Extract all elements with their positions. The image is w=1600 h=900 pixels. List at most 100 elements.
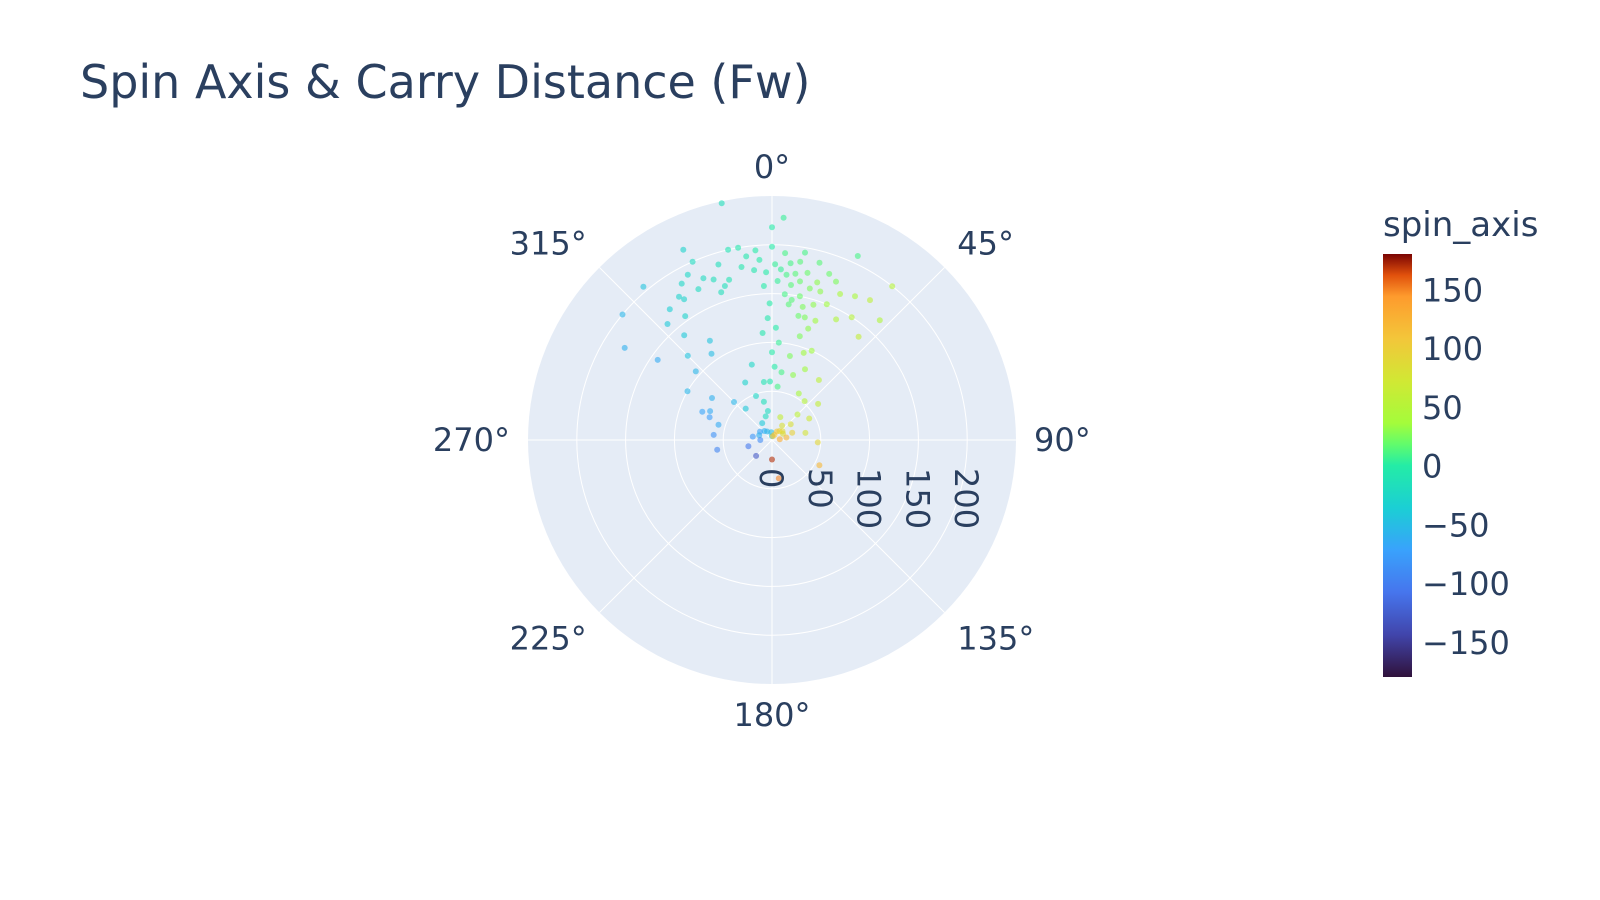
scatter-point	[684, 352, 691, 359]
scatter-point	[757, 437, 764, 443]
scatter-point	[749, 433, 756, 440]
colorbar-tick-label: 50	[1422, 389, 1463, 427]
scatter-point	[812, 317, 819, 324]
scatter-point	[817, 288, 824, 295]
radial-tick-label: 0	[752, 468, 790, 488]
scatter-point	[681, 296, 688, 303]
scatter-point	[769, 224, 775, 231]
scatter-point	[752, 247, 759, 254]
scatter-point	[738, 264, 745, 270]
scatter-point	[814, 279, 821, 286]
scatter-point	[692, 368, 699, 375]
scatter-point	[764, 315, 771, 322]
scatter-point	[710, 431, 717, 438]
scatter-point	[706, 337, 713, 344]
scatter-point	[787, 260, 794, 267]
scatter-point	[753, 452, 760, 459]
angular-tick-label: 270°	[433, 421, 510, 459]
scatter-point	[680, 246, 687, 253]
scatter-point	[742, 405, 749, 412]
radial-tick-labels: 0 50 100 150 200	[752, 468, 985, 529]
angular-tick-labels: 0° 45° 90° 135° 180° 225° 270° 315°	[433, 148, 1091, 734]
scatter-point	[801, 314, 808, 321]
scatter-point	[763, 269, 770, 276]
scatter-point	[767, 378, 773, 385]
colorbar-tick-label: 150	[1422, 271, 1483, 309]
angular-tick-label: 315°	[510, 225, 587, 263]
scatter-point	[700, 275, 707, 282]
scatter-point	[666, 306, 673, 313]
scatter-point	[782, 250, 789, 257]
scatter-point	[804, 269, 811, 276]
scatter-point	[640, 283, 647, 290]
scatter-point	[771, 363, 778, 370]
scatter-point	[867, 297, 873, 304]
scatter-point	[774, 278, 781, 284]
scatter-point	[806, 415, 813, 422]
angular-gridline	[771, 439, 945, 613]
colorbar-tick-label: 0	[1422, 448, 1442, 486]
scatter-point	[714, 446, 721, 453]
scatter-point	[759, 330, 766, 336]
scatter-point	[742, 379, 749, 386]
angular-tick-label: 225°	[510, 619, 587, 657]
scatter-point	[815, 400, 822, 407]
scatter-point	[772, 324, 779, 331]
scatter-point	[769, 456, 775, 463]
scatter-point	[810, 301, 817, 308]
colorbar-title: spin_axis	[1383, 205, 1538, 245]
scatter-point	[715, 421, 722, 428]
scatter-point	[785, 301, 792, 308]
scatter-point	[725, 246, 732, 253]
scatter-point	[783, 271, 790, 278]
scatter-point	[762, 413, 769, 420]
scatter-point	[676, 293, 682, 300]
scatter-point	[718, 289, 725, 296]
scatter-point	[654, 356, 661, 363]
angular-gridline	[771, 267, 945, 441]
scatter-point	[783, 434, 790, 441]
scatter-point	[800, 349, 807, 356]
colorbar-tick-labels: 150 100 50 0 −50 −100 −150	[1422, 271, 1510, 662]
scatter-point	[797, 258, 804, 265]
scatter-point	[823, 301, 830, 308]
scatter-point	[792, 270, 799, 277]
scatter-point	[805, 325, 812, 332]
scatter-point	[826, 270, 833, 277]
scatter-point	[781, 291, 788, 298]
scatter-point	[786, 353, 793, 359]
scatter-point	[802, 249, 808, 256]
colorbar-tick-label: −50	[1422, 506, 1490, 544]
scatter-point	[799, 303, 806, 310]
scatter-point	[764, 408, 771, 414]
scatter-point	[801, 398, 808, 405]
scatter-point	[790, 372, 797, 378]
scatter-point	[709, 395, 715, 401]
scatter-points	[619, 200, 896, 482]
scatter-point	[777, 266, 784, 273]
scatter-point	[707, 408, 714, 415]
chart-title: Spin Axis & Carry Distance (Fw)	[80, 55, 810, 109]
scatter-point	[777, 414, 784, 421]
radial-tick-label: 100	[850, 468, 888, 529]
scatter-point	[816, 259, 823, 266]
scatter-point	[889, 283, 896, 290]
scatter-point	[802, 429, 809, 436]
scatter-point	[721, 283, 728, 289]
scatter-point	[756, 432, 763, 439]
scatter-point	[678, 280, 685, 287]
scatter-point	[726, 276, 733, 283]
scatter-point	[788, 296, 795, 303]
scatter-point	[699, 408, 706, 415]
angular-tick-label: 45°	[957, 225, 1014, 263]
scatter-point	[619, 311, 626, 318]
scatter-point	[815, 377, 822, 383]
scatter-point	[695, 286, 702, 293]
scatter-point	[775, 475, 782, 482]
scatter-point	[837, 291, 844, 297]
scatter-point	[808, 347, 815, 354]
scatter-point	[833, 316, 840, 323]
scatter-point	[797, 278, 803, 285]
colorbar-tick-label: 100	[1422, 330, 1483, 368]
